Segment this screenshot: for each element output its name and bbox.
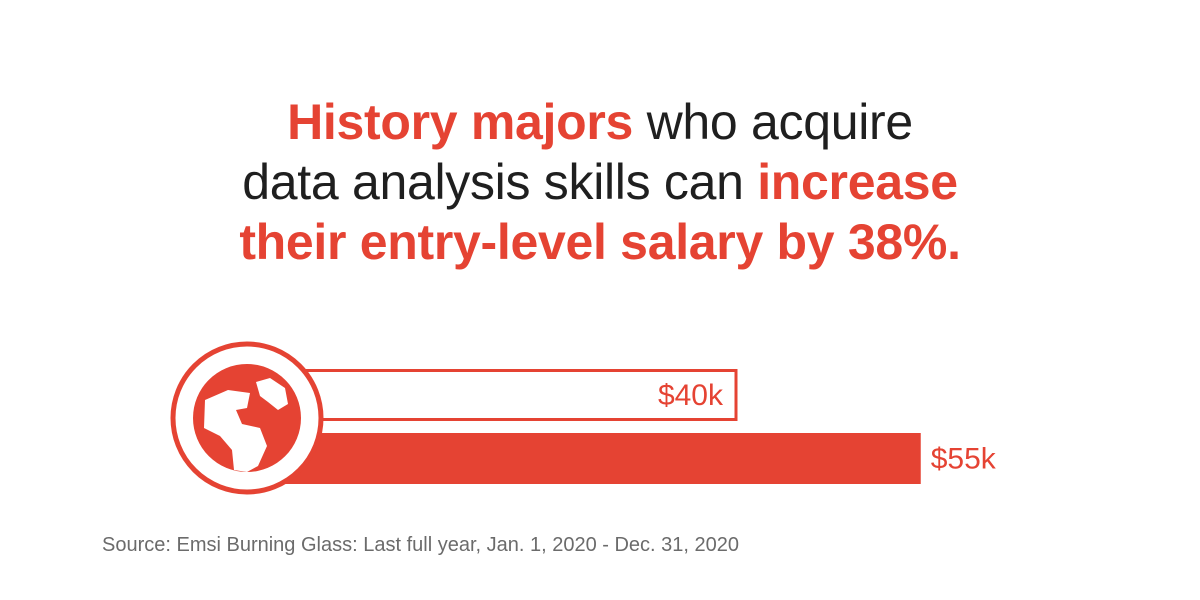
globe-icon-continent-west [204, 390, 267, 472]
headline-highlight-salary: their entry-level salary by 38%. [239, 214, 961, 270]
headline-highlight-history-majors: History majors [287, 94, 634, 150]
headline: History majors who acquire data analysis… [0, 92, 1200, 272]
headline-text-1: who acquire [633, 94, 914, 150]
headline-line-2: data analysis skills can increase [0, 152, 1200, 212]
headline-text-2: data analysis skills can [242, 154, 758, 210]
source-note: Source: Emsi Burning Glass: Last full ye… [102, 534, 740, 556]
headline-line-3: their entry-level salary by 38%. [0, 212, 1200, 272]
salary-bar-2 [247, 433, 921, 484]
salary-bar-1-value-label: $40k [658, 379, 724, 412]
headline-line-1: History majors who acquire [0, 92, 1200, 152]
globe-icon [170, 341, 324, 495]
headline-highlight-increase: increase [757, 154, 958, 210]
bars-group: $40k $55k [246, 369, 997, 484]
globe-icon-continent-north [256, 378, 288, 410]
salary-bar-2-value-label: $55k [931, 443, 997, 476]
